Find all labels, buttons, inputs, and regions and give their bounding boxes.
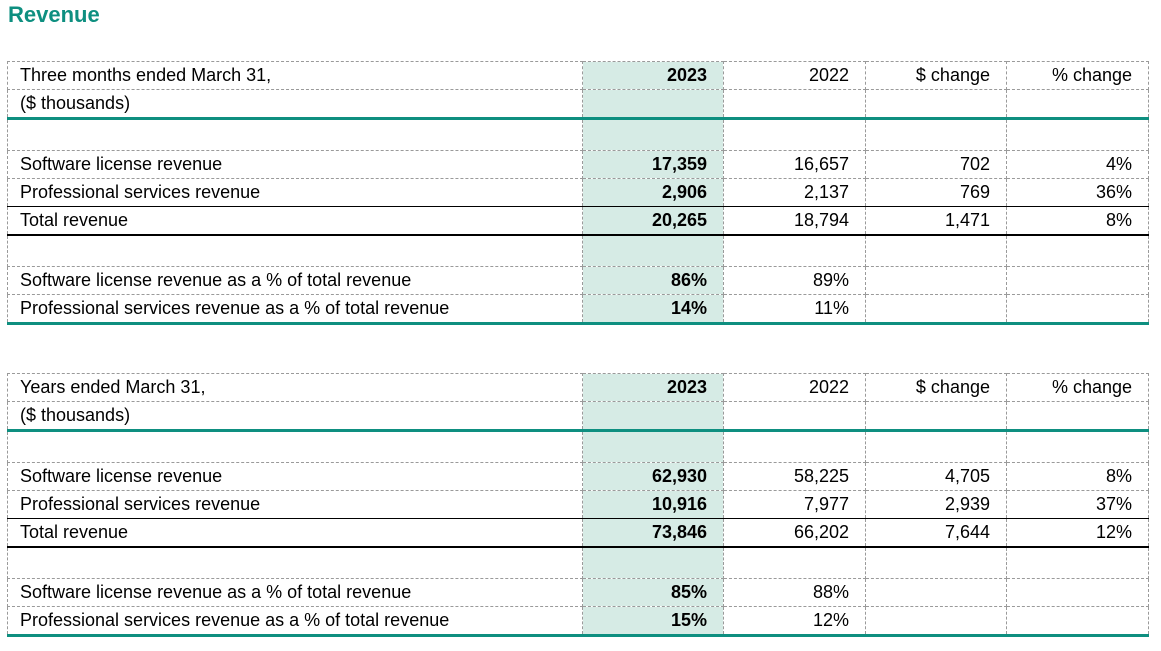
cell-percent-change	[1006, 294, 1149, 325]
spacer-row	[7, 234, 1149, 267]
cell-current: 15%	[582, 606, 724, 637]
spacer-row	[7, 546, 1149, 579]
cell-percent-change: 8%	[1006, 206, 1149, 236]
pct-row: Software license revenue as a % of total…	[7, 266, 1149, 295]
total-row: Total revenue 20,265 18,794 1,471 8%	[7, 206, 1149, 236]
table-row: Professional services revenue 2,906 2,13…	[7, 178, 1149, 207]
header-row: Years ended March 31, 2023 2022 $ change…	[7, 373, 1149, 402]
column-header-current-year: 2023	[582, 373, 724, 402]
column-header-prior-year: 2022	[723, 61, 866, 90]
cell-percent-change: 12%	[1006, 518, 1149, 548]
cell-percent-change: 37%	[1006, 490, 1149, 519]
table-row: Software license revenue 17,359 16,657 7…	[7, 150, 1149, 179]
table-row: Software license revenue 62,930 58,225 4…	[7, 462, 1149, 491]
total-row: Total revenue 73,846 66,202 7,644 12%	[7, 518, 1149, 548]
cell-current: 62,930	[582, 462, 724, 491]
cell-percent-change: 8%	[1006, 462, 1149, 491]
cell-current: 73,846	[582, 518, 724, 548]
cell-dollar-change: 7,644	[865, 518, 1007, 548]
column-header-current-year: 2023	[582, 61, 724, 90]
cell-current: 20,265	[582, 206, 724, 236]
cell-prior: 12%	[723, 606, 866, 637]
cell-prior: 16,657	[723, 150, 866, 179]
row-label: Professional services revenue as a % of …	[7, 294, 583, 325]
three-month-revenue-table: Three months ended March 31, 2023 2022 $…	[7, 61, 1149, 325]
units-row: ($ thousands)	[7, 89, 1149, 120]
pct-row: Professional services revenue as a % of …	[7, 294, 1149, 325]
cell-percent-change	[1006, 578, 1149, 607]
cell-prior: 11%	[723, 294, 866, 325]
cell-current: 2,906	[582, 178, 724, 207]
spacer-row	[7, 430, 1149, 463]
cell-current: 10,916	[582, 490, 724, 519]
pct-row: Software license revenue as a % of total…	[7, 578, 1149, 607]
cell-dollar-change: 2,939	[865, 490, 1007, 519]
cell-current: 85%	[582, 578, 724, 607]
cell-percent-change	[1006, 606, 1149, 637]
row-label: Professional services revenue	[7, 178, 583, 207]
row-label: Total revenue	[7, 518, 583, 548]
row-label: Software license revenue as a % of total…	[7, 266, 583, 295]
cell-prior: 7,977	[723, 490, 866, 519]
cell-percent-change: 36%	[1006, 178, 1149, 207]
row-label: Professional services revenue	[7, 490, 583, 519]
pct-row: Professional services revenue as a % of …	[7, 606, 1149, 637]
cell-percent-change	[1006, 266, 1149, 295]
row-label: Total revenue	[7, 206, 583, 236]
cell-current: 86%	[582, 266, 724, 295]
cell-dollar-change	[865, 294, 1007, 325]
column-header-dollar-change: $ change	[865, 61, 1007, 90]
row-label: Software license revenue	[7, 150, 583, 179]
units-row: ($ thousands)	[7, 401, 1149, 432]
cell-dollar-change: 1,471	[865, 206, 1007, 236]
cell-dollar-change: 702	[865, 150, 1007, 179]
cell-dollar-change	[865, 606, 1007, 637]
cell-dollar-change	[865, 266, 1007, 295]
header-row: Three months ended March 31, 2023 2022 $…	[7, 61, 1149, 90]
cell-dollar-change	[865, 578, 1007, 607]
period-label: Three months ended March 31,	[7, 61, 583, 90]
column-header-dollar-change: $ change	[865, 373, 1007, 402]
spacer-row	[7, 118, 1149, 151]
row-label: Professional services revenue as a % of …	[7, 606, 583, 637]
table-row: Professional services revenue 10,916 7,9…	[7, 490, 1149, 519]
period-label: Years ended March 31,	[7, 373, 583, 402]
units-label: ($ thousands)	[7, 401, 583, 432]
cell-current: 14%	[582, 294, 724, 325]
column-header-percent-change: % change	[1006, 61, 1149, 90]
cell-prior: 66,202	[723, 518, 866, 548]
row-label: Software license revenue	[7, 462, 583, 491]
cell-prior: 2,137	[723, 178, 866, 207]
cell-current: 17,359	[582, 150, 724, 179]
column-header-prior-year: 2022	[723, 373, 866, 402]
column-header-percent-change: % change	[1006, 373, 1149, 402]
cell-prior: 88%	[723, 578, 866, 607]
page-title: Revenue	[8, 2, 100, 27]
cell-percent-change: 4%	[1006, 150, 1149, 179]
cell-dollar-change: 4,705	[865, 462, 1007, 491]
units-label: ($ thousands)	[7, 89, 583, 120]
cell-prior: 18,794	[723, 206, 866, 236]
cell-prior: 89%	[723, 266, 866, 295]
row-label: Software license revenue as a % of total…	[7, 578, 583, 607]
cell-prior: 58,225	[723, 462, 866, 491]
annual-revenue-table: Years ended March 31, 2023 2022 $ change…	[7, 373, 1149, 637]
cell-dollar-change: 769	[865, 178, 1007, 207]
